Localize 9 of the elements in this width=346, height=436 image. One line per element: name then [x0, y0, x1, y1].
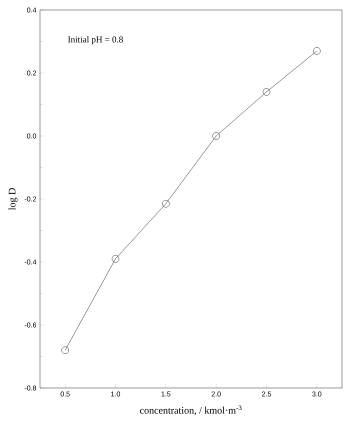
y-axis-title: log D: [8, 188, 18, 210]
point: [112, 255, 120, 263]
x-axis-title: concentration, / kmol·m$^{-3}$: [140, 405, 242, 416]
point: [262, 88, 270, 96]
point: [162, 200, 170, 208]
point: [61, 346, 69, 354]
point: [313, 47, 321, 55]
point: [212, 132, 220, 140]
annotation: Initial pH = 0.8: [68, 36, 123, 44]
